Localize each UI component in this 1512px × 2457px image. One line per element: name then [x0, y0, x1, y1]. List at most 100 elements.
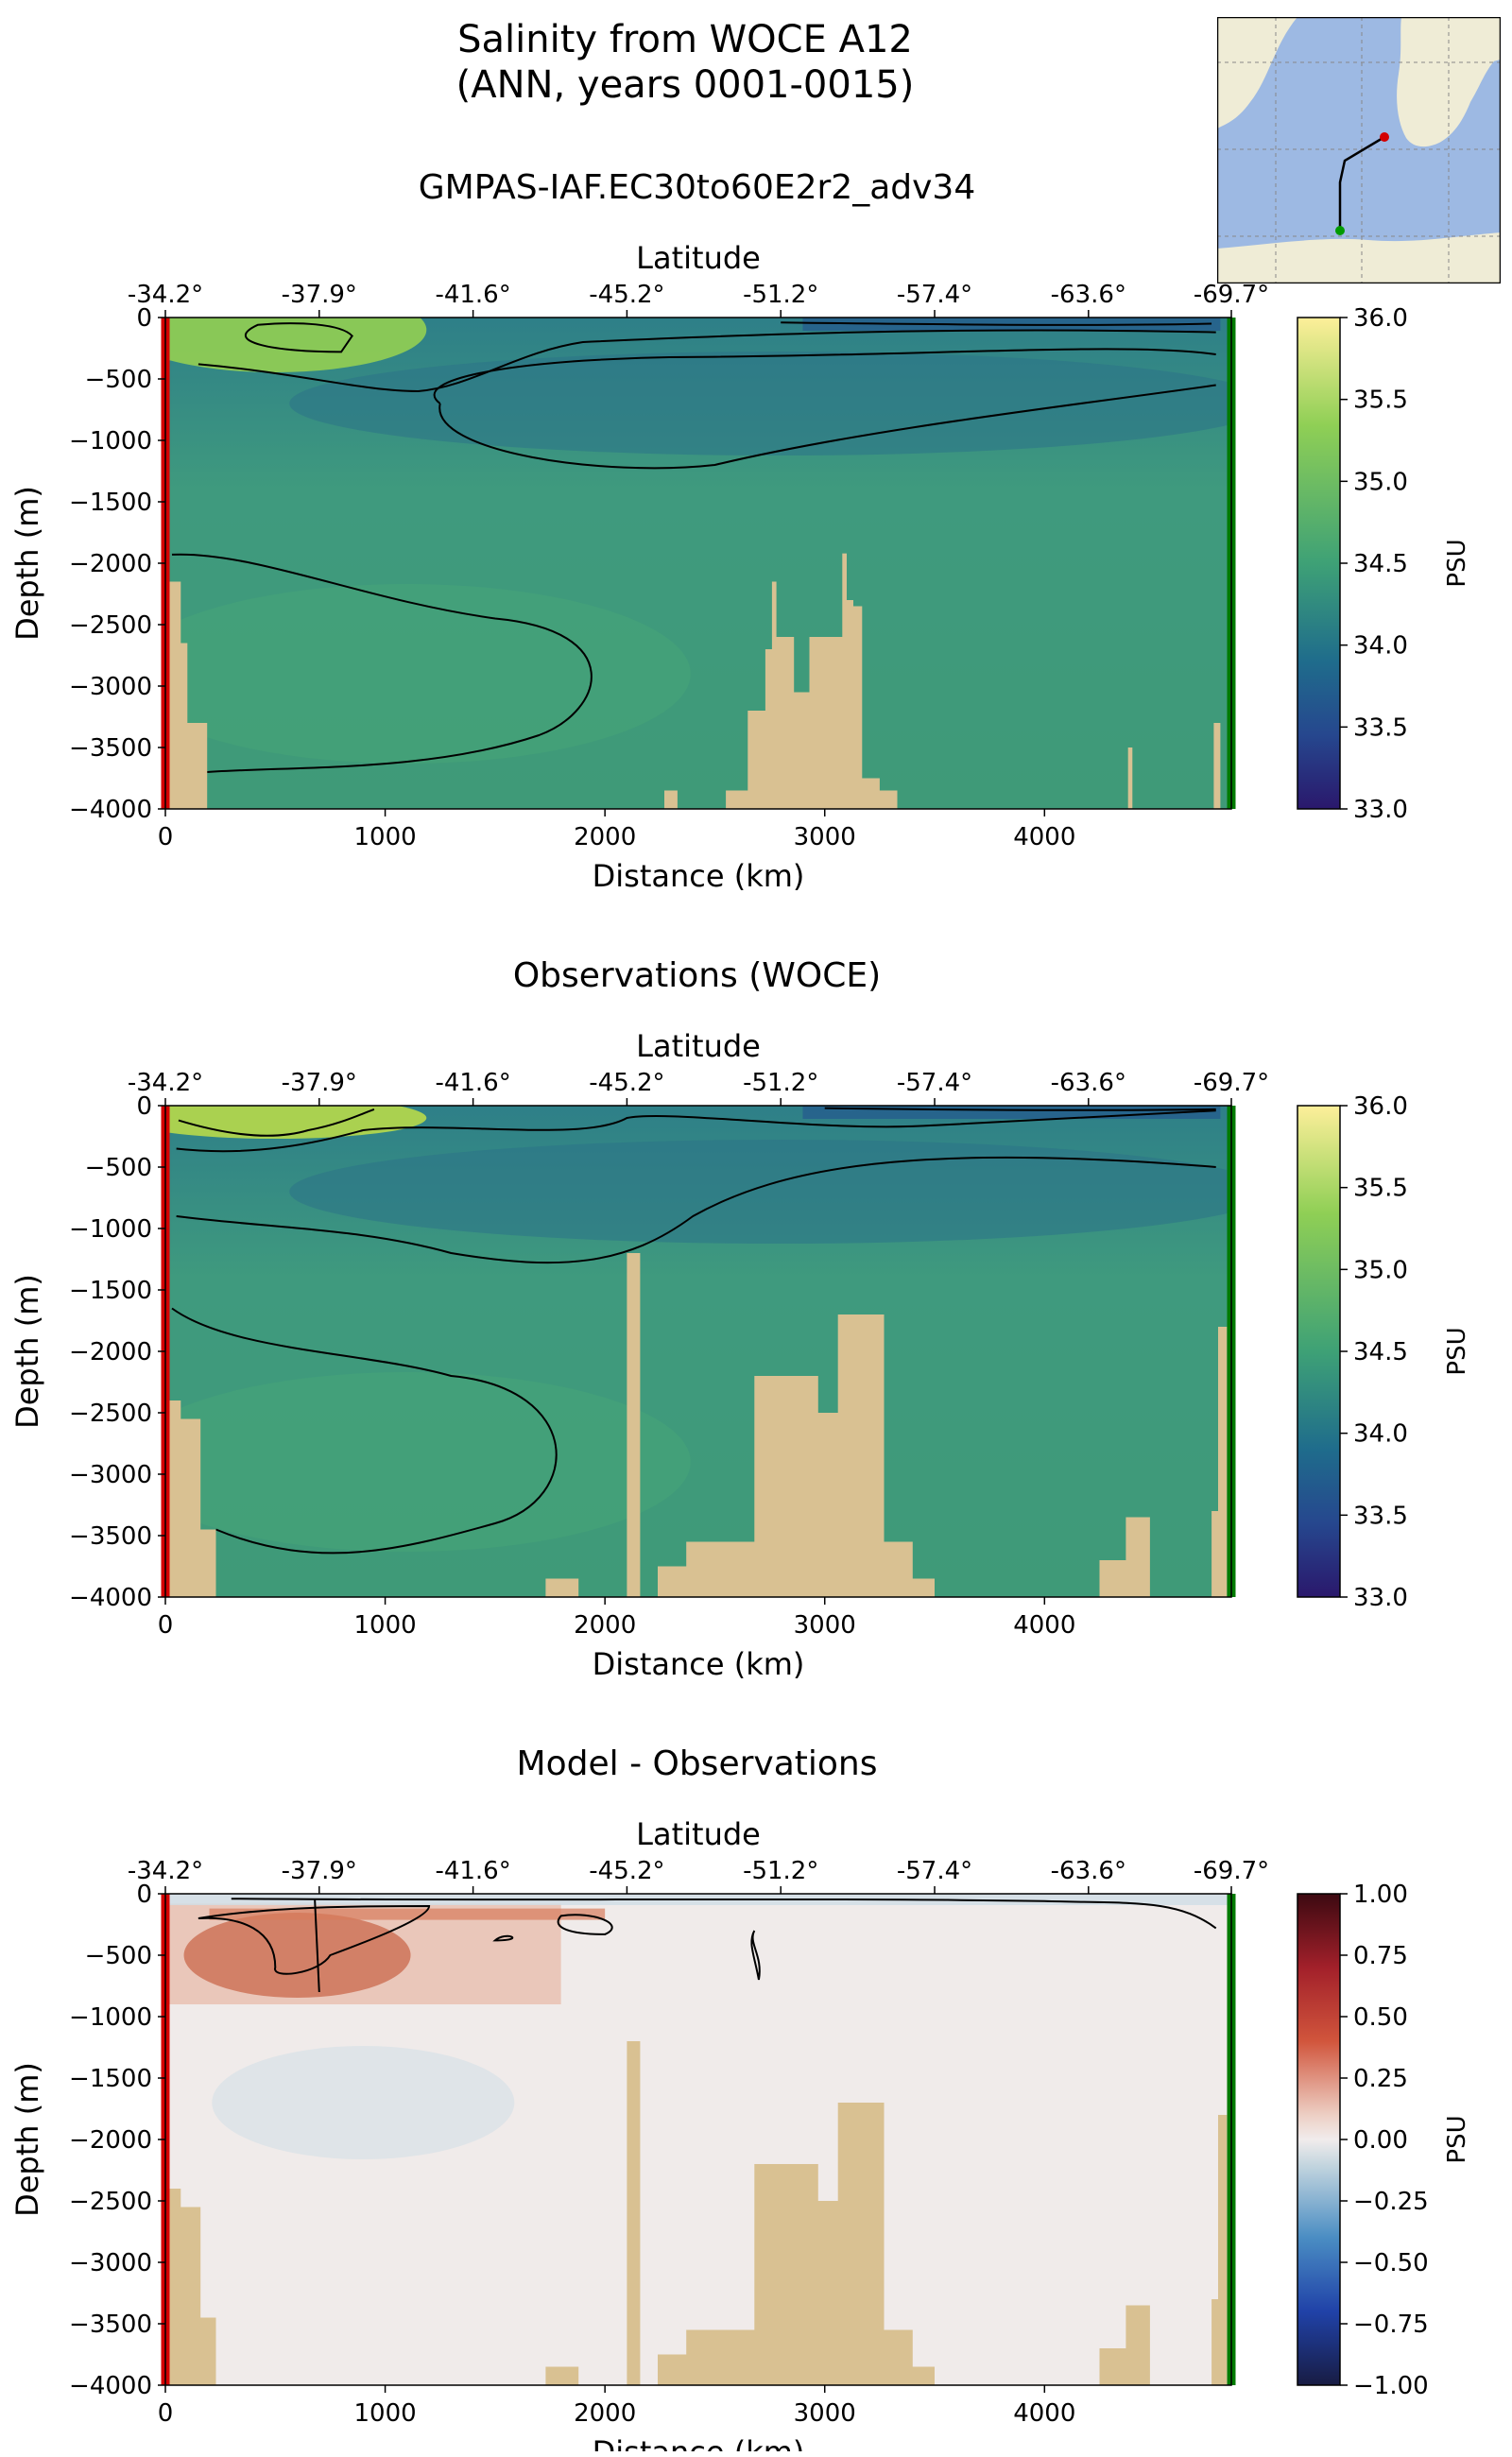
- y-tick-label: −1500: [69, 2065, 152, 2093]
- field-surface-fresh: [802, 1106, 1221, 1119]
- colorbar-title: PSU: [1443, 539, 1471, 587]
- lat-tick-label: -37.9°: [282, 1069, 357, 1097]
- field-intermediate-water: [289, 1140, 1231, 1244]
- x-tick-label: 3000: [794, 2399, 856, 2428]
- colorbar-tick-label: −0.50: [1353, 2249, 1429, 2277]
- plot-area: [165, 1106, 1231, 1597]
- y-tick-label: −4000: [69, 796, 152, 824]
- x-tick-label: 0: [158, 1611, 174, 1640]
- contour-line: [781, 321, 1212, 326]
- lat-tick-label: -57.4°: [897, 281, 972, 309]
- lat-tick-label: -69.7°: [1194, 1857, 1269, 1885]
- y-tick-label: 0: [136, 1092, 152, 1121]
- lat-tick-label: -37.9°: [282, 281, 357, 309]
- contour-line: [198, 329, 1216, 393]
- contour-line: [231, 1898, 1217, 1930]
- y-tick-label: −3000: [69, 1461, 152, 1489]
- colorbar-tick-label: 0.50: [1353, 2003, 1408, 2032]
- lat-tick-label: -45.2°: [589, 1857, 664, 1885]
- colorbar-tick-label: 33.5: [1353, 1502, 1408, 1530]
- panel2-title: Observations (WOCE): [512, 956, 882, 995]
- y-tick-label: −2000: [69, 2126, 152, 2155]
- colorbar-tick-label: 34.5: [1353, 550, 1408, 578]
- x-tick-label: 1000: [353, 1611, 416, 1640]
- colorbar-tick-label: 35.0: [1353, 1256, 1408, 1284]
- y-tick-label: −1000: [69, 1215, 152, 1244]
- x-tick-label: 2000: [574, 823, 636, 851]
- lat-tick-label: -34.2°: [128, 1857, 203, 1885]
- figure-title-line2: (ANN, years 0001-0015): [455, 63, 915, 107]
- field-deep-water: [165, 1372, 691, 1552]
- y-tick-label: −2500: [69, 611, 152, 640]
- y-tick-label: −3500: [69, 734, 152, 763]
- contour-line: [433, 348, 1216, 470]
- lat-tick-label: -51.2°: [743, 1857, 818, 1885]
- inset-map: [1217, 17, 1501, 284]
- x-tick-label: 4000: [1013, 823, 1075, 851]
- field-surface-saline: [165, 318, 427, 372]
- lat-tick-label: -34.2°: [128, 281, 203, 309]
- contour-line: [557, 1914, 613, 1935]
- colorbar-title: PSU: [1443, 1327, 1471, 1375]
- y-tick-label: −1500: [69, 1277, 152, 1305]
- map-start-marker: [1380, 132, 1389, 142]
- map-end-marker: [1335, 226, 1345, 235]
- y-tick-label: −2000: [69, 550, 152, 578]
- bathymetry-land: [165, 2041, 1228, 2385]
- contour-line: [314, 1899, 320, 1993]
- y-tick-label: −4000: [69, 1584, 152, 1612]
- lat-tick-label: -63.6°: [1051, 281, 1126, 309]
- map-africa: [1397, 17, 1501, 147]
- y-tick-label: −1000: [69, 2003, 152, 2032]
- y-axis-title: Depth (m): [9, 486, 45, 641]
- y-tick-label: −2500: [69, 2188, 152, 2216]
- map-gridlines: [1217, 17, 1501, 284]
- y-axis-title: Depth (m): [9, 1274, 45, 1429]
- lat-tick-label: -34.2°: [128, 1069, 203, 1097]
- colorbar-tick-label: 34.0: [1353, 632, 1408, 661]
- x-tick-label: 2000: [574, 1611, 636, 1640]
- contour-line: [171, 1307, 558, 1555]
- colorbar-tick-label: 0.75: [1353, 1942, 1408, 1970]
- y-tick-label: −500: [85, 1154, 152, 1182]
- colorbar-tick-label: 33.5: [1353, 713, 1408, 742]
- map-frame: [1217, 17, 1501, 284]
- colorbar-title: PSU: [1443, 2115, 1471, 2163]
- panel-difference: 0 −500 −1000 −1500 −2000 −2500 −3000 −3500 −4000…: [9, 1816, 1471, 2451]
- panel-model-salinity: 0 −500 −1000 −1500 −2000 −2500 −3000 −3500 −4000…: [9, 240, 1471, 894]
- y-tick-label: −3000: [69, 673, 152, 701]
- y-tick-label: −1000: [69, 427, 152, 455]
- x-tick-label: 0: [158, 823, 174, 851]
- x-tick-label: 3000: [794, 1611, 856, 1640]
- y-tick-label: −4000: [69, 2372, 152, 2400]
- x-axis-title: Distance (km): [593, 2434, 805, 2451]
- contour-line: [244, 322, 353, 353]
- y-tick-label: −3500: [69, 1522, 152, 1551]
- colorbar-tick-label: 36.0: [1353, 304, 1408, 333]
- field-strong-anomaly: [183, 1913, 411, 1998]
- map-madagascar: [1472, 26, 1501, 64]
- plot-area: [165, 1894, 1231, 2385]
- colorbar-tick-label: 33.0: [1353, 1584, 1408, 1612]
- y-tick-label: 0: [136, 304, 152, 333]
- latitude-axis-title: Latitude: [636, 1028, 761, 1064]
- map-transect-line: [1338, 135, 1385, 231]
- colorbar-tick-label: 0.25: [1353, 2065, 1408, 2093]
- x-tick-label: 4000: [1013, 2399, 1075, 2428]
- lat-tick-label: -51.2°: [743, 1069, 818, 1097]
- field-deep-water: [165, 584, 691, 764]
- map-antarctica: [1217, 232, 1501, 284]
- panel-observed-salinity: 0 −500 −1000 −1500 −2000 −2500 −3000 −3500 −4000…: [9, 1028, 1471, 1682]
- x-tick-label: 1000: [353, 2399, 416, 2428]
- colorbar-tick-label: 33.0: [1353, 796, 1408, 824]
- field-negative-anomaly: [212, 2046, 515, 2159]
- lat-tick-label: -69.7°: [1194, 1069, 1269, 1097]
- panel1-title: GMPAS-IAF.EC30to60E2r2_adv34: [418, 168, 976, 207]
- colorbar-tick-label: 1.00: [1353, 1881, 1408, 1909]
- y-tick-label: 0: [136, 1881, 152, 1909]
- y-tick-label: −1500: [69, 489, 152, 517]
- panel3-title: Model - Observations: [516, 1744, 878, 1783]
- contour-line: [492, 1934, 514, 1942]
- colorbar-tick-label: −0.25: [1353, 2188, 1429, 2216]
- lat-tick-label: -41.6°: [435, 1857, 510, 1885]
